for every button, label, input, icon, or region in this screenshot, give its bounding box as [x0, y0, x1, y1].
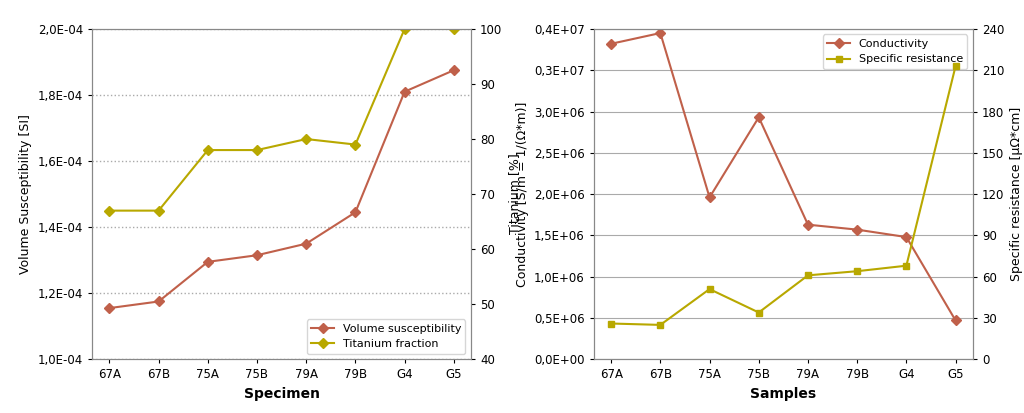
Specific resistance: [949, 64, 962, 69]
Volume susceptibility: [398, 89, 411, 94]
Y-axis label: Specific resistance [μΩ*cm]: Specific resistance [μΩ*cm]: [1010, 107, 1023, 281]
X-axis label: Specimen: Specimen: [244, 387, 319, 401]
Legend: Volume susceptibility, Titanium fraction: Volume susceptibility, Titanium fraction: [307, 319, 466, 354]
Line: Titanium fraction: Titanium fraction: [105, 26, 458, 214]
Legend: Conductivity, Specific resistance: Conductivity, Specific resistance: [823, 34, 968, 69]
Titanium fraction: [349, 142, 361, 147]
Titanium fraction: [153, 208, 165, 213]
Volume susceptibility: [103, 306, 116, 311]
Conductivity: [703, 195, 716, 200]
Conductivity: [802, 222, 814, 227]
Titanium fraction: [398, 26, 411, 31]
Specific resistance: [753, 310, 765, 315]
Volume susceptibility: [349, 210, 361, 215]
Line: Specific resistance: Specific resistance: [607, 63, 959, 328]
Conductivity: [753, 115, 765, 120]
Volume susceptibility: [153, 299, 165, 304]
Conductivity: [654, 31, 667, 36]
Specific resistance: [851, 269, 863, 274]
X-axis label: Samples: Samples: [751, 387, 816, 401]
Volume susceptibility: [251, 253, 263, 258]
Line: Volume susceptibility: Volume susceptibility: [105, 67, 458, 311]
Conductivity: [851, 227, 863, 232]
Specific resistance: [900, 263, 912, 268]
Line: Conductivity: Conductivity: [607, 30, 959, 324]
Specific resistance: [654, 323, 667, 328]
Conductivity: [605, 41, 617, 46]
Titanium fraction: [300, 137, 312, 142]
Titanium fraction: [447, 26, 460, 31]
Specific resistance: [605, 321, 617, 326]
Conductivity: [900, 235, 912, 240]
Volume susceptibility: [447, 68, 460, 73]
Volume susceptibility: [300, 241, 312, 246]
Conductivity: [949, 318, 962, 323]
Y-axis label: Conductivity [S/m = 1/(Ω*m)]: Conductivity [S/m = 1/(Ω*m)]: [516, 102, 528, 287]
Titanium fraction: [202, 147, 214, 152]
Y-axis label: Titanium [%]: Titanium [%]: [508, 154, 521, 235]
Y-axis label: Volume Susceptibility [SI]: Volume Susceptibility [SI]: [19, 114, 32, 274]
Volume susceptibility: [202, 259, 214, 264]
Specific resistance: [802, 273, 814, 278]
Titanium fraction: [103, 208, 116, 213]
Titanium fraction: [251, 147, 263, 152]
Specific resistance: [703, 287, 716, 292]
